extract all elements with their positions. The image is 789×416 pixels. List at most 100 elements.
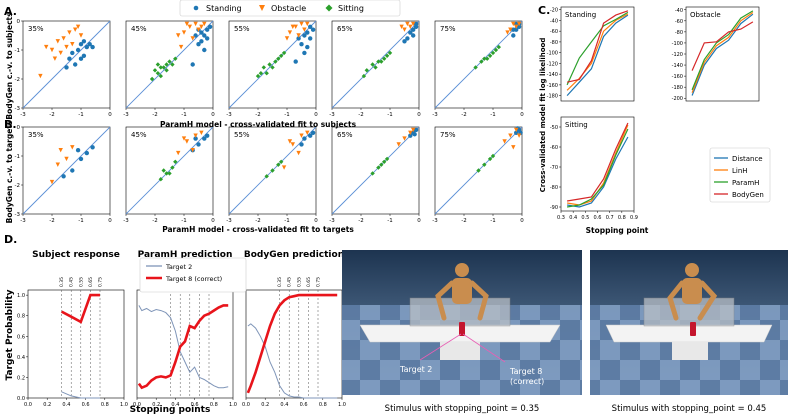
panel-label-b: B. [4, 118, 17, 131]
point-obstacle [176, 33, 181, 38]
y-tick-label: -140 [672, 63, 683, 69]
y-tick-label: -90 [550, 205, 558, 211]
line-subplot-frame [685, 6, 760, 102]
point-standing [205, 27, 210, 32]
x-tick-label: -1 [284, 218, 289, 224]
point-standing [305, 44, 310, 50]
point-standing [199, 30, 204, 35]
x-tick-label: 0.6 [82, 402, 90, 408]
x-tick-label: -2 [152, 112, 157, 118]
stimulus-target8-label: Target 8 [509, 367, 542, 376]
x-tick-label: -3 [20, 112, 26, 118]
panel-d-legend: Target 2 Target 8 (correct) [139, 257, 247, 293]
identity-line [331, 20, 420, 109]
y-tick-label: -80 [675, 30, 683, 36]
point-obstacle [181, 30, 187, 35]
y-tick-label: -2 [15, 77, 20, 83]
panel-c-ylabel: Cross-validated model fit log likelihood [539, 38, 547, 193]
subplot-percent-label: 45% [131, 131, 147, 139]
x-tick-label: 0.8 [618, 215, 626, 221]
point-obstacle [411, 21, 416, 27]
stimulus-image-1: Target 2 Target 8 (correct) [342, 250, 582, 395]
point-standing [205, 133, 210, 138]
point-sitting [384, 156, 390, 162]
point-sitting [382, 159, 387, 164]
point-standing [84, 44, 90, 50]
point-obstacle [287, 30, 293, 35]
subplot-percent-label: 55% [234, 131, 250, 139]
x-tick-label: -2 [358, 218, 363, 224]
x-tick-label: -1 [284, 112, 289, 118]
series-line-bodygen [566, 10, 629, 83]
point-obstacle [287, 139, 293, 144]
point-sitting [279, 53, 284, 58]
stopping-point-label: 0.45 [287, 277, 293, 287]
stopping-point-label: 0.45 [69, 277, 75, 287]
point-sitting [273, 59, 278, 64]
point-obstacle [70, 145, 75, 150]
identity-line [22, 20, 111, 109]
target-cylinder-2 [690, 322, 696, 336]
legend-sitting-label: Sitting [338, 4, 364, 13]
y-tick-label: -80 [550, 185, 558, 191]
y-tick-label: -100 [672, 41, 683, 47]
point-sitting [490, 50, 496, 56]
y-tick-label: 0.4 [17, 355, 25, 361]
y-tick-label: -20 [550, 8, 558, 14]
stopping-point-label: 0.35 [59, 277, 65, 287]
x-tick-label: -1 [181, 112, 186, 118]
stopping-point-label: 0.75 [98, 277, 104, 287]
point-standing [293, 59, 298, 64]
x-tick-label: 0 [417, 218, 421, 224]
point-obstacle [511, 21, 516, 27]
point-standing [302, 50, 307, 56]
line-subplot-frame [560, 116, 635, 212]
panel-c-xlabel: Stopping point [586, 226, 649, 235]
x-tick-label: -3 [432, 218, 438, 224]
panel-b-scatter: 35% -3 -2 -1 0 -3 -2 -1 0 45% -3 -2 -1 0 55% -3 -2 -1 0 65%… [15, 125, 525, 224]
x-tick-label: 0.8 [319, 402, 327, 408]
point-sitting [376, 165, 381, 170]
point-obstacle [408, 24, 413, 29]
x-tick-label: 1.0 [120, 402, 128, 408]
x-tick-label: -1 [490, 218, 495, 224]
point-obstacle [202, 21, 207, 27]
point-standing [511, 27, 516, 32]
stimulus-caption-1: Stimulus with stopping_point = 0.35 [385, 404, 540, 414]
point-obstacle [516, 21, 522, 27]
point-standing [196, 142, 201, 147]
y-tick-label: -3 [15, 106, 21, 112]
point-standing [70, 168, 75, 173]
point-sitting [270, 65, 275, 70]
series-line-distance [691, 13, 754, 96]
point-obstacle [178, 44, 184, 50]
point-obstacle [516, 133, 522, 138]
point-obstacle [402, 136, 407, 141]
point-standing [202, 136, 207, 141]
subplot-title-sitting: Sitting [565, 121, 588, 129]
point-sitting [379, 59, 384, 64]
stimulus-target2-label: Target 2 [399, 365, 432, 374]
point-standing [296, 36, 301, 41]
legend-distance-label: Distance [732, 155, 763, 163]
point-obstacle [299, 133, 304, 138]
legend-linh-label: LinH [732, 167, 748, 175]
mannequin-right-arm-2 [697, 280, 718, 321]
point-sitting [479, 59, 484, 64]
panel-label-d: D. [4, 233, 17, 246]
point-sitting [270, 168, 275, 173]
subplot-percent-label: 75% [440, 131, 456, 139]
point-obstacle [511, 145, 516, 150]
prob-line-target-2 [247, 323, 338, 399]
point-sitting [170, 62, 175, 67]
x-tick-label: 0.0 [24, 402, 32, 408]
mannequin-head [455, 263, 469, 277]
point-obstacle [176, 150, 181, 156]
x-tick-label: -3 [123, 218, 129, 224]
point-standing [302, 33, 307, 38]
point-obstacle [508, 133, 513, 138]
y-tick-label: 0.8 [17, 314, 25, 320]
point-sitting [382, 56, 387, 61]
x-tick-label: -2 [255, 112, 260, 118]
point-obstacle [199, 24, 204, 29]
